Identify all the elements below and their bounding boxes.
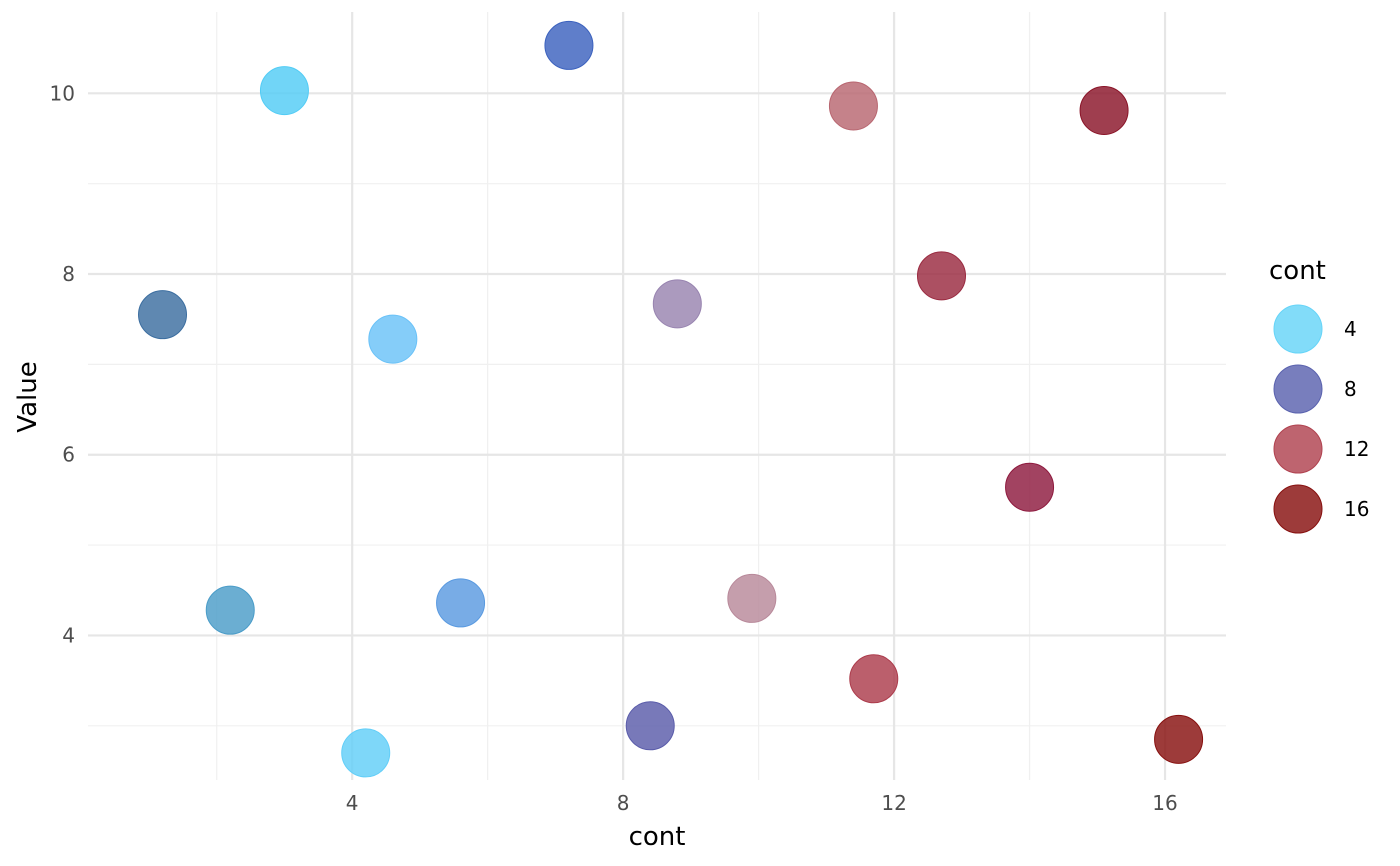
data-point	[436, 578, 486, 628]
y-tick-label: 8	[62, 262, 75, 286]
x-tick-label: 8	[617, 791, 630, 815]
y-axis-title: Value	[13, 361, 43, 432]
legend-title: cont	[1269, 256, 1326, 286]
x-tick-label: 12	[881, 791, 906, 815]
x-tick-label: 16	[1152, 791, 1177, 815]
y-tick-label: 10	[50, 81, 75, 105]
data-point	[1005, 462, 1055, 512]
data-point	[1154, 714, 1204, 764]
data-point	[544, 20, 594, 70]
data-point	[849, 654, 899, 704]
x-axis-title: cont	[629, 822, 686, 852]
data-point	[259, 66, 309, 116]
data-point	[625, 701, 675, 751]
legend-label: 4	[1344, 317, 1357, 341]
legend-label: 12	[1344, 437, 1369, 461]
y-tick-label: 6	[62, 443, 75, 467]
legend-key	[1273, 484, 1323, 534]
grid-minor	[88, 12, 1226, 780]
legend-key	[1273, 304, 1323, 354]
data-point	[652, 279, 702, 329]
legend-label: 16	[1344, 497, 1369, 521]
data-point	[917, 251, 966, 301]
x-tick-label: 4	[346, 791, 359, 815]
data-point	[1079, 85, 1129, 135]
legend-label: 8	[1344, 377, 1357, 401]
data-point	[341, 728, 391, 778]
data-point	[138, 290, 188, 340]
tick-labels: 4 8 12 16 4 6 8 10	[50, 81, 1178, 815]
data-point	[368, 314, 418, 364]
data-point	[727, 573, 777, 623]
legend: cont 4 8 12 16	[1269, 256, 1369, 534]
data-point	[205, 585, 255, 635]
data-points	[138, 20, 1204, 778]
data-point	[828, 81, 878, 131]
y-tick-label: 4	[62, 623, 75, 647]
legend-keys: 4 8 12 16	[1273, 304, 1369, 534]
grid-major	[88, 12, 1226, 780]
legend-key	[1273, 424, 1323, 474]
legend-key	[1273, 364, 1323, 414]
